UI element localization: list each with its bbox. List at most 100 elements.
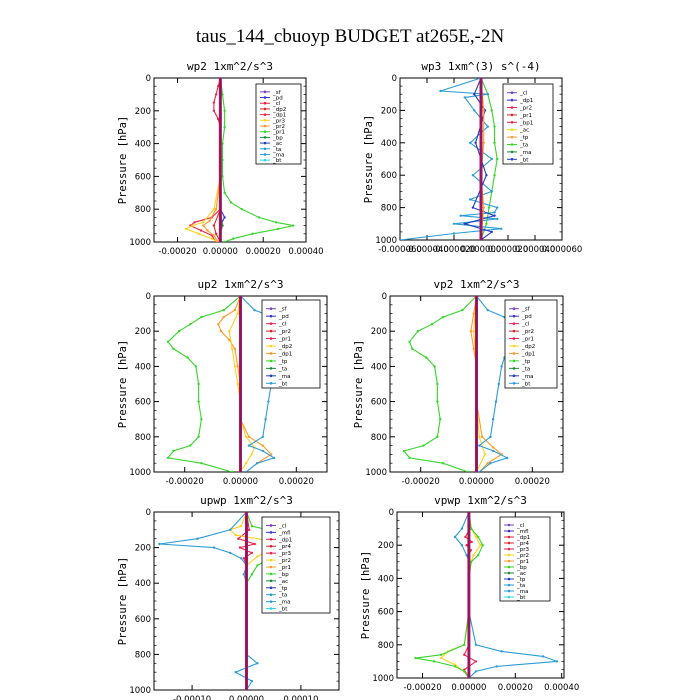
y-axis-label: Pressure [hPa] [363, 115, 375, 204]
legend-entry: _ta [272, 147, 281, 153]
legend-marker [269, 544, 273, 548]
y-tick-label: 800 [135, 650, 151, 660]
legend-entry: _sf [521, 307, 531, 313]
legend: _sf_pd _cl_pr2 _pr1_dp2_dp1 _tp_ta _ma_bt [504, 299, 558, 389]
legend-marker [269, 600, 273, 603]
data-point [221, 175, 224, 178]
legend-marker [512, 329, 516, 333]
data-point [158, 542, 161, 546]
legend-entry: _pr3 [278, 551, 292, 557]
legend-marker [512, 374, 516, 378]
data-point [208, 219, 211, 222]
legend-marker [510, 128, 514, 131]
data-point [408, 456, 411, 460]
y-tick-label: 0 [146, 508, 151, 518]
data-point [250, 453, 253, 456]
y-tick-label: 600 [378, 608, 394, 618]
data-point [436, 382, 439, 386]
legend-entry: _bt [519, 157, 529, 163]
data-point [233, 365, 237, 368]
data-point [463, 222, 466, 225]
data-point [196, 537, 199, 540]
legend-marker [269, 579, 273, 583]
data-point [193, 221, 196, 224]
panel-title: upwp 1xm^2/s^3 [200, 494, 293, 507]
panel-title: vp2 1xm^2/s^3 [433, 278, 519, 291]
x-tick-label: 0.00040 [288, 247, 323, 257]
data-point [236, 382, 239, 386]
y-tick-label: 400 [135, 579, 151, 589]
data-point [197, 435, 200, 438]
panel-3: up2 1xm^2/s^3 Pressure [hPa] 0 200 400 600 800… [117, 278, 328, 487]
panel-2: wp3 1xm^(3) s^(-4) Pressure [hPa] 0 200 400 6… [363, 60, 582, 255]
legend-entry: _pr2 [278, 329, 291, 335]
data-point [272, 456, 276, 460]
legend-marker [510, 135, 514, 139]
data-point [489, 435, 492, 438]
data-point [244, 470, 248, 472]
data-point [222, 315, 225, 319]
legend-marker [512, 367, 516, 370]
x-tick-label: 0.00020 [498, 683, 533, 693]
data-point [234, 533, 237, 537]
legend-entry: _mfl [278, 530, 291, 536]
data-point [490, 157, 493, 161]
data-point [214, 93, 218, 96]
y-tick-label: 200 [135, 544, 151, 554]
legend-entry: _ma [516, 589, 528, 595]
legend-marker [269, 359, 273, 363]
data-point [199, 229, 203, 232]
legend-box [261, 516, 331, 614]
legend-marker [269, 565, 273, 569]
legend-marker [269, 381, 273, 385]
legend-marker [263, 153, 267, 156]
series-line-tp [159, 512, 259, 690]
series-group [400, 78, 503, 240]
legend-entry: _ta [516, 583, 525, 589]
legend-entry: _pd [278, 314, 289, 320]
data-point [186, 356, 189, 359]
figure-title: taus_144_cbuoyp BUDGET at265E,-2N [196, 26, 505, 47]
data-point [238, 546, 242, 549]
legend-marker [269, 607, 273, 610]
data-point [250, 551, 254, 555]
data-point [500, 365, 503, 368]
legend-marker [507, 529, 511, 533]
data-point [492, 449, 495, 453]
data-point [472, 312, 475, 315]
legend-marker [510, 143, 514, 146]
data-point [212, 234, 216, 237]
data-point [217, 240, 220, 242]
data-point [493, 125, 496, 128]
data-point [500, 227, 503, 230]
data-point [247, 444, 251, 447]
y-tick-label: 400 [135, 140, 151, 150]
data-point [497, 382, 500, 386]
data-point [257, 216, 261, 219]
data-point [251, 232, 254, 235]
data-point [217, 117, 220, 121]
data-point [177, 330, 181, 333]
y-axis-label: Pressure [hPa] [360, 551, 372, 640]
legend-marker [269, 538, 273, 541]
data-point [439, 418, 442, 421]
series-line-cl [189, 78, 221, 242]
y-tick-label: 600 [135, 615, 151, 625]
legend-marker [269, 558, 273, 562]
data-point [240, 208, 243, 211]
data-point [166, 340, 170, 343]
legend-marker [269, 586, 273, 590]
x-tick-label: -0.00020 [402, 477, 440, 487]
legend-entry: _pr2 [272, 124, 285, 130]
data-point [474, 670, 478, 673]
data-point [452, 222, 456, 225]
data-point [267, 400, 270, 403]
data-point [277, 227, 280, 231]
legend-entry: _bp [272, 135, 283, 141]
data-point [469, 330, 473, 333]
data-point [477, 554, 480, 557]
data-point [541, 655, 545, 658]
legend-marker [507, 559, 511, 563]
data-point [439, 653, 443, 656]
data-point [253, 542, 256, 546]
